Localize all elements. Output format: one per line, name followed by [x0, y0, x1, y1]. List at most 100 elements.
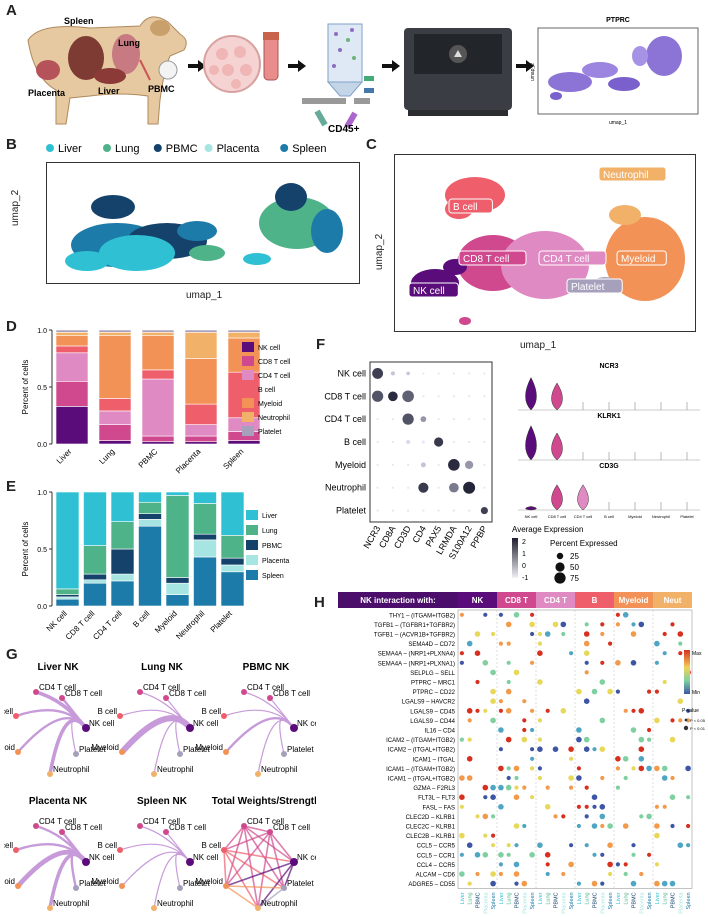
- interaction-dot: [654, 804, 659, 809]
- interaction-dot: [545, 862, 550, 867]
- network-node-label-neutrophil: Neutrophil: [53, 899, 90, 908]
- network-node-label-myeloid: Myeloid: [195, 877, 223, 886]
- network-edge: [225, 885, 285, 889]
- color-legend-title: Average Expression: [512, 525, 583, 534]
- tissue-legend: Liver Lung PBMC Placenta Spleen: [30, 140, 370, 155]
- interaction-dot: [623, 871, 628, 877]
- bar-segment-placenta-cd4-t-cell: [184, 424, 218, 437]
- bar-segment-placenta-myeloid: [184, 358, 218, 405]
- network-node-cd8-t-cell: [267, 695, 273, 701]
- network-node-label-cd8-t-cell: CD8 T cell: [273, 823, 310, 832]
- network-edge-neutrophil: [48, 852, 88, 909]
- dot-cd4-t-cell-ppbp: [483, 418, 486, 421]
- interaction-dot: [506, 660, 511, 665]
- panel-label-a: A: [6, 2, 17, 19]
- arrow-icon: [188, 60, 206, 72]
- legend-swatch-spleen: [280, 144, 289, 152]
- interaction-dot: [561, 631, 566, 637]
- interaction-dot: [482, 784, 489, 791]
- tissue-label-28: Placenta: [678, 891, 684, 913]
- bar-segment-placenta-cd8-t-cell: [184, 435, 218, 443]
- interaction-dot: [483, 612, 488, 617]
- interaction-dot: [600, 660, 605, 665]
- interaction-dot: [498, 699, 503, 704]
- tissue-label-18: Placenta: [600, 891, 606, 913]
- network-title-liver-nk: Liver NK: [37, 662, 79, 673]
- interaction-dot: [537, 641, 542, 646]
- interaction-dot: [583, 650, 590, 656]
- interaction-dot: [623, 708, 628, 713]
- network-node-label-cd4-t-cell: CD4 T cell: [143, 683, 180, 692]
- interaction-dot: [576, 823, 581, 829]
- interaction-dot: [584, 814, 589, 819]
- interaction-dot: [584, 622, 589, 627]
- interaction-dot: [686, 708, 691, 713]
- interaction-dot: [638, 621, 645, 628]
- interaction-dot: [599, 746, 606, 752]
- dotplot-markers: NK cell CD8 T cell CD4 T cell B cell Myeloid…: [324, 361, 700, 584]
- interaction-dot: [459, 775, 465, 781]
- interaction-dot: [530, 631, 535, 637]
- interaction-dot: [569, 843, 574, 848]
- dot-cd4-t-cell-cd3d: [402, 413, 414, 425]
- y-tick-label: 0.0: [37, 442, 47, 449]
- bar-segment-cd4-t-cell-pbmc: [110, 548, 135, 575]
- interaction-dot: [537, 679, 543, 685]
- color-legend-bar: [512, 538, 518, 578]
- celltype-label-cd8-t-cell: CD8 T cell: [463, 254, 509, 265]
- tissue-label-8: Placenta: [522, 891, 528, 913]
- network-edge: [257, 831, 271, 909]
- tissue-label-14: Spleen: [569, 892, 575, 909]
- interaction-dot: [608, 871, 613, 877]
- network-node-label-b-cell: B cell: [97, 841, 117, 850]
- bar-segment-nk-cell-spleen: [55, 598, 80, 607]
- x-tick-label-pbmc: PBMC: [137, 447, 160, 470]
- network-node-neutrophil: [255, 771, 261, 777]
- panel-label-e: E: [6, 478, 17, 495]
- interaction-dot: [654, 640, 660, 647]
- interaction-dot: [607, 861, 613, 868]
- interaction-dot: [466, 708, 473, 714]
- network-node-label-cd8-t-cell: CD8 T cell: [273, 689, 310, 698]
- panel-label-g: G: [6, 646, 18, 663]
- tissue-label-0: Liver: [460, 892, 466, 904]
- interaction-dot: [670, 823, 675, 829]
- bar-segment-liver-platelet: [55, 329, 89, 333]
- network-node-myeloid: [223, 749, 229, 755]
- pair-label-21: CLEC2D – KLRB1: [406, 815, 456, 821]
- network-edge: [223, 849, 259, 909]
- group-label-cd4-t: CD4 T: [544, 596, 567, 605]
- network-title-placenta-nk: Placenta NK: [29, 796, 88, 807]
- dot-myeloid-cd3d: [406, 463, 410, 466]
- dot-myeloid-pax5: [437, 463, 440, 466]
- legend-swatch-pbmc: [153, 144, 162, 152]
- dot-cd4-t-cell-cd4: [420, 416, 427, 423]
- interaction-dot: [600, 881, 605, 886]
- bar-segment-cd8-t-cell-lung: [83, 545, 107, 575]
- dot-b-cell-ncr3: [376, 440, 379, 444]
- interaction-dot: [599, 813, 606, 820]
- dot-platelet-ncr3: [376, 509, 379, 512]
- bar-segment-cd4-t-cell-lung: [110, 521, 135, 550]
- dot-nk-cell-cd4: [422, 372, 425, 375]
- dot-myeloid-ncr3: [376, 463, 379, 466]
- interaction-dot: [514, 775, 519, 781]
- tissue-label-17: PBMC: [593, 892, 599, 908]
- interaction-dot: [529, 621, 535, 628]
- pvalue-legend-title: P-value: [682, 708, 699, 714]
- organ-label-liver: Liver: [98, 86, 120, 96]
- interaction-dot: [686, 843, 691, 848]
- group-header-cd4-t: [536, 592, 575, 608]
- tissue-label-26: Lung: [663, 892, 669, 904]
- group-header-myeloid: [614, 592, 653, 608]
- network-edge: [257, 861, 295, 909]
- interaction-dot: [576, 775, 582, 781]
- network-node-label-nk-cell: NK cell: [297, 853, 316, 862]
- interaction-dot: [669, 736, 676, 743]
- network-node-b-cell: [13, 713, 19, 719]
- group-header-nk: [458, 592, 497, 608]
- tissue-label-19: Spleen: [608, 892, 614, 909]
- legend-label-placenta: Placenta: [217, 143, 261, 155]
- interaction-dot: [513, 612, 520, 618]
- pvalue-legend-label-0: P < 0.05: [690, 718, 706, 723]
